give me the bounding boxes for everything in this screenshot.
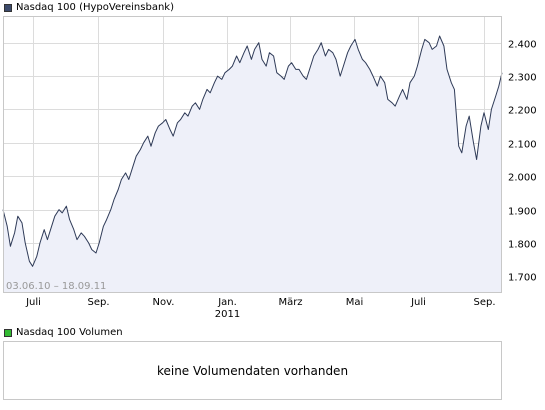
y-axis-ticks: 1.700 1.800 1.900 2.000 2.100 2.200 2.300 2.400 <box>508 40 537 284</box>
y-tick-label: 1.900 <box>508 207 537 218</box>
y-tick-label: 2.100 <box>508 140 537 151</box>
y-tick-label: 2.200 <box>508 106 537 117</box>
date-range-label: 03.06.10 – 18.09.11 <box>6 281 106 292</box>
x-tick-label: Jan. <box>217 297 237 308</box>
volume-legend-label: Nasdaq 100 Volumen <box>16 327 123 338</box>
y-tick-label: 1.800 <box>508 240 537 251</box>
x-tick-label: Sep. <box>87 297 109 308</box>
y-tick-label: 2.300 <box>508 73 537 84</box>
price-line <box>2 35 503 267</box>
volume-legend: Nasdaq 100 Volumen <box>4 326 123 340</box>
price-area-fill <box>3 36 502 293</box>
price-legend-label: Nasdaq 100 (HypoVereinsbank) <box>16 2 174 13</box>
x-tick-label: Juli <box>25 297 41 308</box>
x-tick-label: Nov. <box>153 297 175 308</box>
no-volume-message: keine Volumendaten vorhanden <box>156 363 349 378</box>
x-axis-ticks: Juli Sep. Nov. Jan.2011 März Mai Juli Sep. <box>25 297 495 320</box>
volume-legend-swatch <box>4 329 12 337</box>
price-legend-swatch <box>4 4 12 12</box>
y-tick-label: 2.000 <box>508 173 537 184</box>
y-tick-label: 2.400 <box>508 40 537 51</box>
x-tick-year-label: 2011 <box>215 309 240 320</box>
x-tick-label: Sep. <box>473 297 495 308</box>
y-tick-label: 1.700 <box>508 273 537 284</box>
price-chart: 1.700 1.800 1.900 2.000 2.100 2.200 2.300 2.400… <box>2 16 537 320</box>
price-legend: Nasdaq 100 (HypoVereinsbank) <box>4 1 174 15</box>
x-tick-label: Mai <box>346 297 364 308</box>
volume-panel: keine Volumendaten vorhanden <box>3 341 502 400</box>
x-tick-label: März <box>278 297 302 308</box>
plot-frame <box>3 16 502 293</box>
x-tick-label: Juli <box>410 297 426 308</box>
